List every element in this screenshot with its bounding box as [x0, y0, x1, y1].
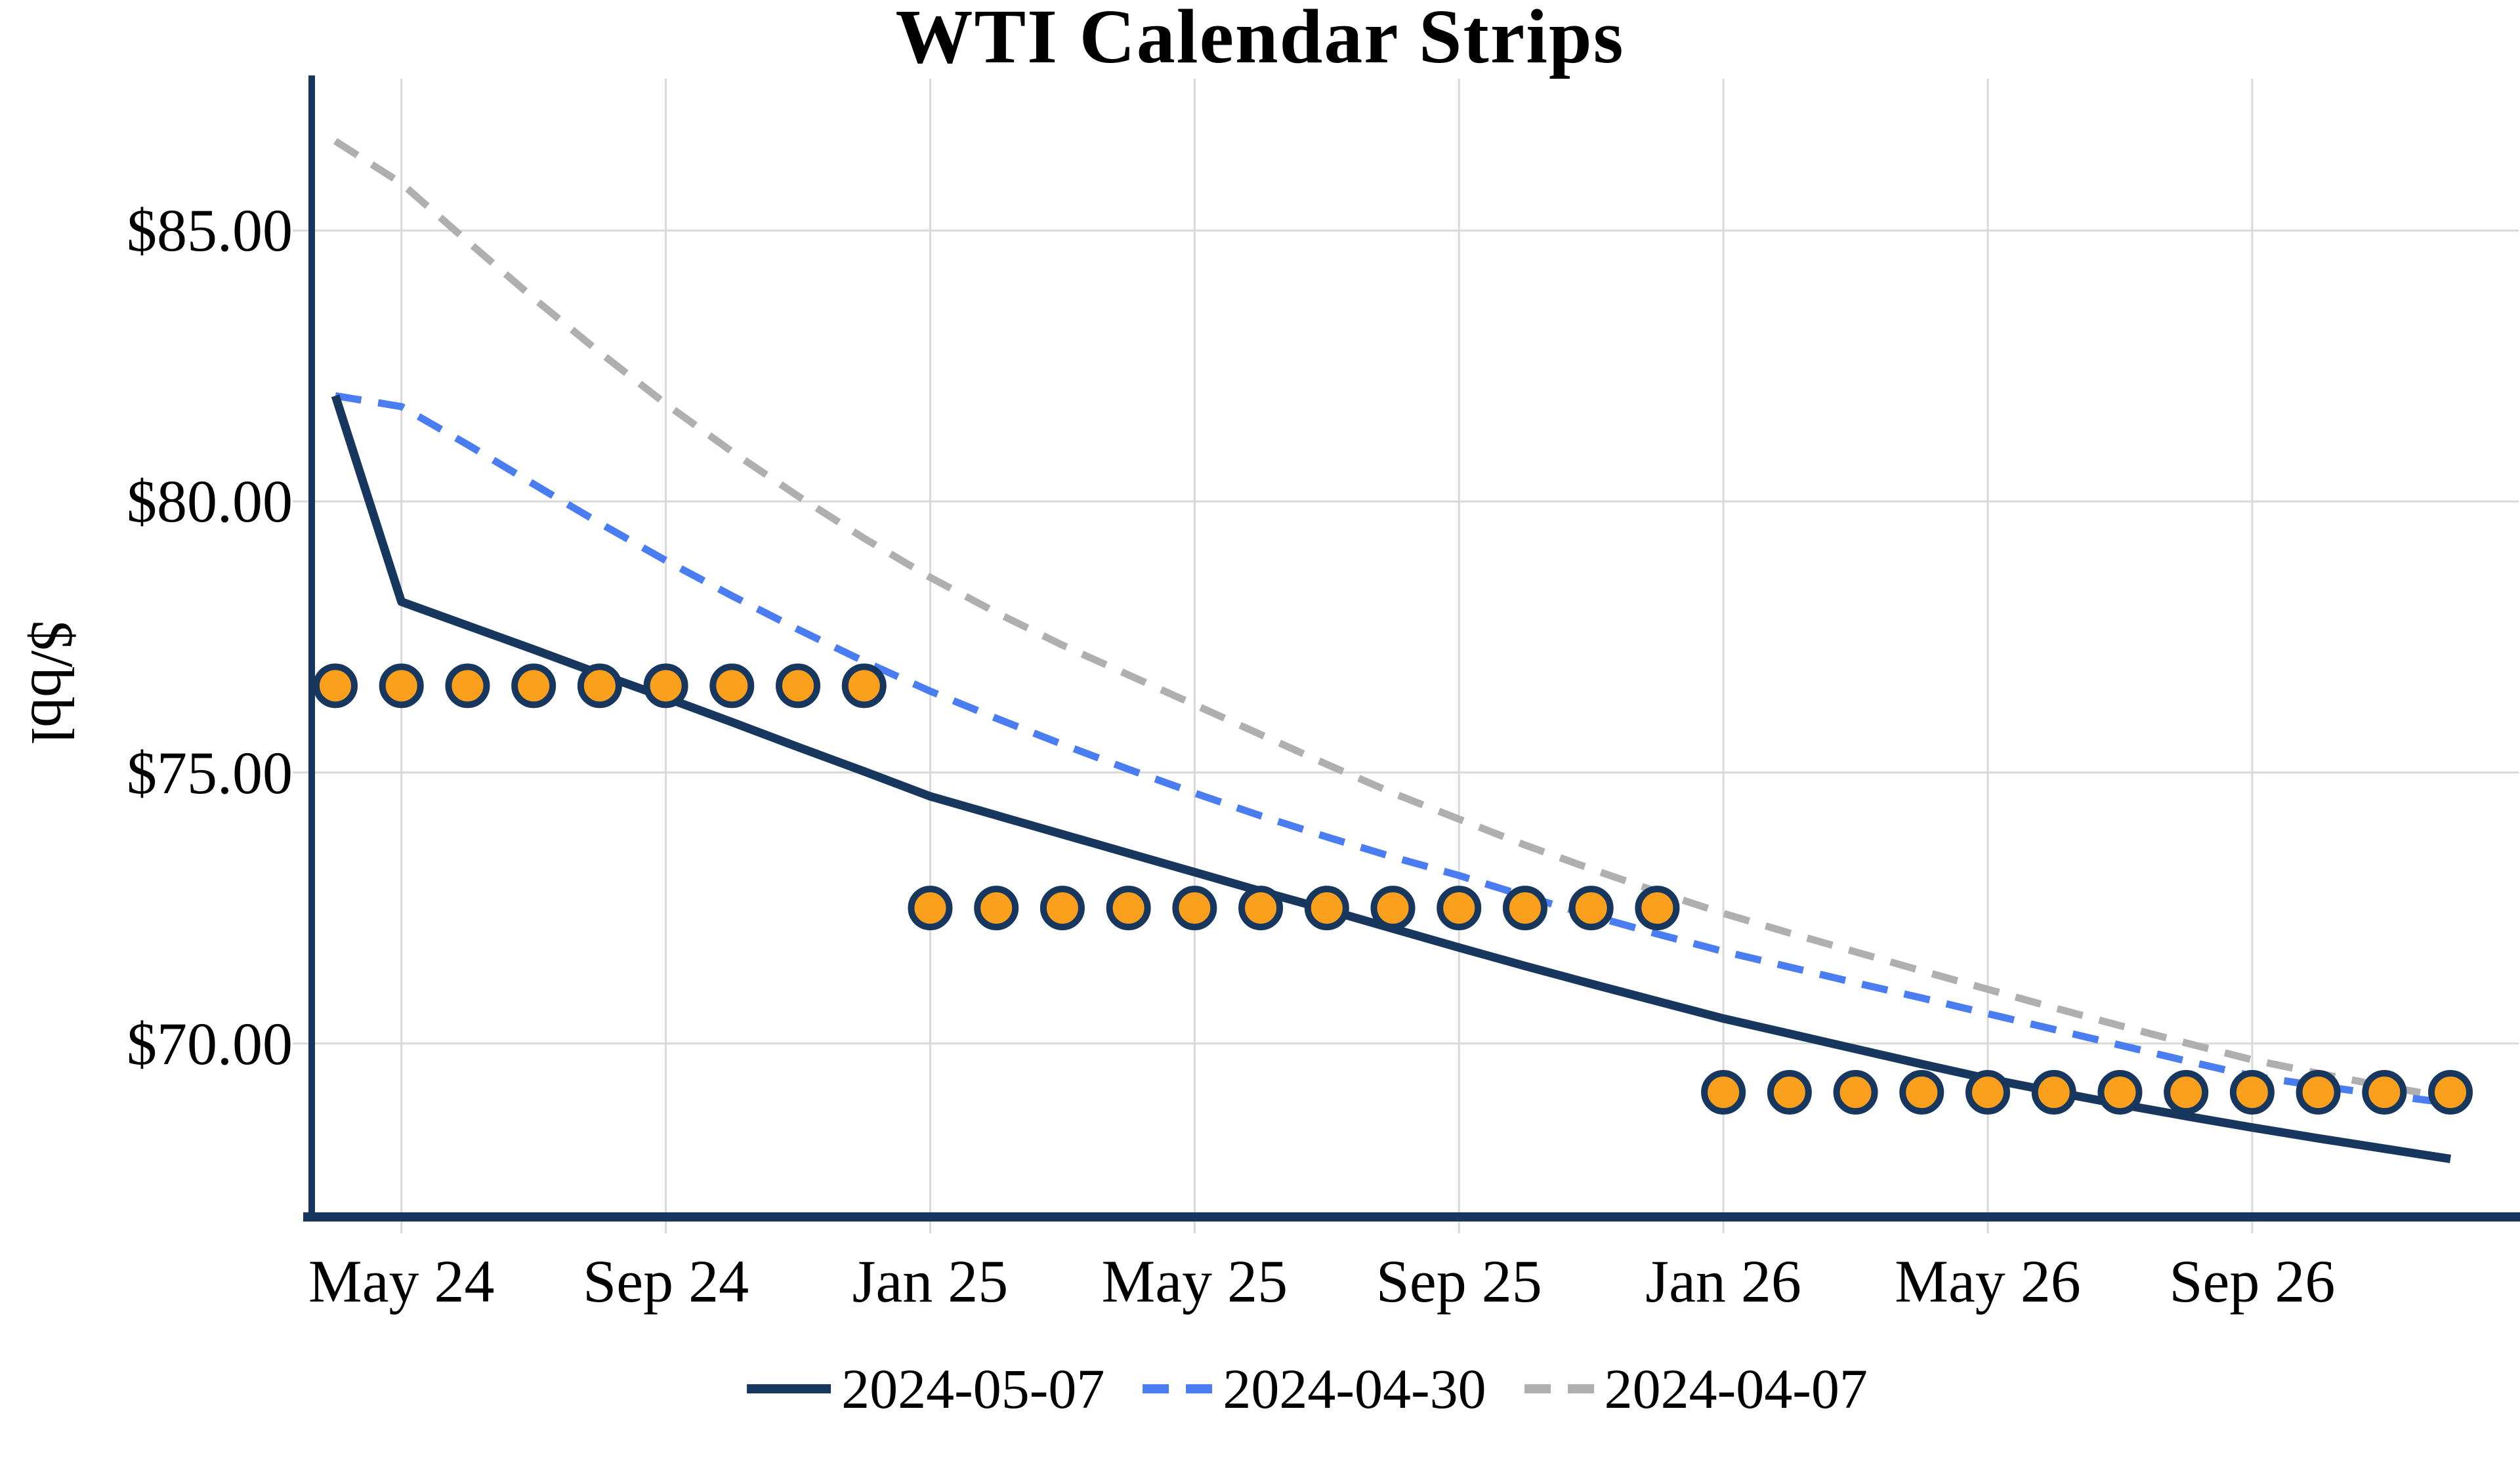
x-tick-label: Jan 26: [1645, 1248, 1801, 1315]
strip-marker: [1238, 886, 1284, 931]
strip-marker: [1502, 886, 1547, 931]
strip-marker: [908, 886, 953, 931]
strip-marker: [1040, 886, 1085, 931]
strip-marker: [313, 663, 358, 709]
legend-swatch-dashed-line: [1524, 1384, 1594, 1393]
legend-item-2024-05-07: 2024-05-07: [747, 1353, 1104, 1425]
series-line-2024-04-30: [335, 392, 2451, 1107]
legend-swatch-segment: [1186, 1384, 1213, 1393]
y-tick-label: $80.00: [127, 468, 293, 535]
strip-marker: [511, 663, 556, 709]
strip-marker: [1437, 886, 1482, 931]
x-tick-label: Sep 25: [1376, 1248, 1542, 1315]
strip-marker: [445, 663, 490, 709]
x-tick-label: Sep 26: [2169, 1248, 2336, 1315]
legend-label: 2024-05-07: [841, 1357, 1105, 1420]
legend-swatch-segment: [1567, 1384, 1594, 1393]
y-axis-title: $/bbl: [19, 620, 86, 745]
strip-marker: [1304, 886, 1349, 931]
y-tick-label: $70.00: [127, 1010, 293, 1077]
legend-swatch-segment: [747, 1384, 831, 1393]
strip-marker: [2428, 1069, 2473, 1115]
strip-marker: [1965, 1069, 2010, 1115]
legend: 2024-05-07 2024-04-30 2024-04-07: [747, 1353, 1868, 1425]
x-axis-line: [303, 1212, 2520, 1222]
strip-marker: [577, 663, 622, 709]
legend-swatch-dashed-line: [1143, 1384, 1213, 1393]
strip-marker: [1172, 886, 1217, 931]
legend-label: 2024-04-07: [1604, 1357, 1868, 1420]
strip-marker: [974, 886, 1019, 931]
x-tick-label: May 25: [1101, 1248, 1288, 1315]
y-tick-label: $85.00: [127, 197, 293, 264]
y-tick-label: $75.00: [127, 739, 293, 806]
strip-marker: [2296, 1069, 2341, 1115]
legend-item-2024-04-30: 2024-04-30: [1143, 1353, 1486, 1425]
strip-marker: [776, 663, 821, 709]
legend-label: 2024-04-30: [1223, 1357, 1486, 1420]
strip-marker: [379, 663, 424, 709]
strip-marker: [1833, 1069, 1878, 1115]
strip-marker: [1370, 886, 1416, 931]
strip-marker: [1568, 886, 1614, 931]
strip-marker: [2229, 1069, 2275, 1115]
legend-swatch-segment: [1143, 1384, 1169, 1393]
strip-marker: [1767, 1069, 1812, 1115]
strip-marker: [1635, 886, 1680, 931]
strip-marker: [709, 663, 755, 709]
strip-marker: [1899, 1069, 1944, 1115]
chart-title: WTI Calendar Strips: [895, 0, 1625, 79]
x-tick-label: May 26: [1895, 1248, 2081, 1315]
strip-marker: [1701, 1069, 1746, 1115]
legend-swatch-segment: [1524, 1384, 1551, 1393]
strip-marker: [2164, 1069, 2209, 1115]
series-line-2024-04-07: [333, 138, 2451, 1101]
strip-marker: [643, 663, 688, 709]
strip-marker: [1106, 886, 1151, 931]
x-tick-label: Jan 25: [852, 1248, 1009, 1315]
strip-marker: [2097, 1069, 2143, 1115]
strip-marker: [2362, 1069, 2407, 1115]
legend-item-2024-04-07: 2024-04-07: [1524, 1353, 1868, 1425]
x-tick-label: Sep 24: [583, 1248, 749, 1315]
strip-marker: [2031, 1069, 2076, 1115]
strip-marker: [841, 663, 887, 709]
legend-swatch-solid-line: [747, 1384, 831, 1393]
x-tick-label: May 24: [308, 1248, 495, 1315]
